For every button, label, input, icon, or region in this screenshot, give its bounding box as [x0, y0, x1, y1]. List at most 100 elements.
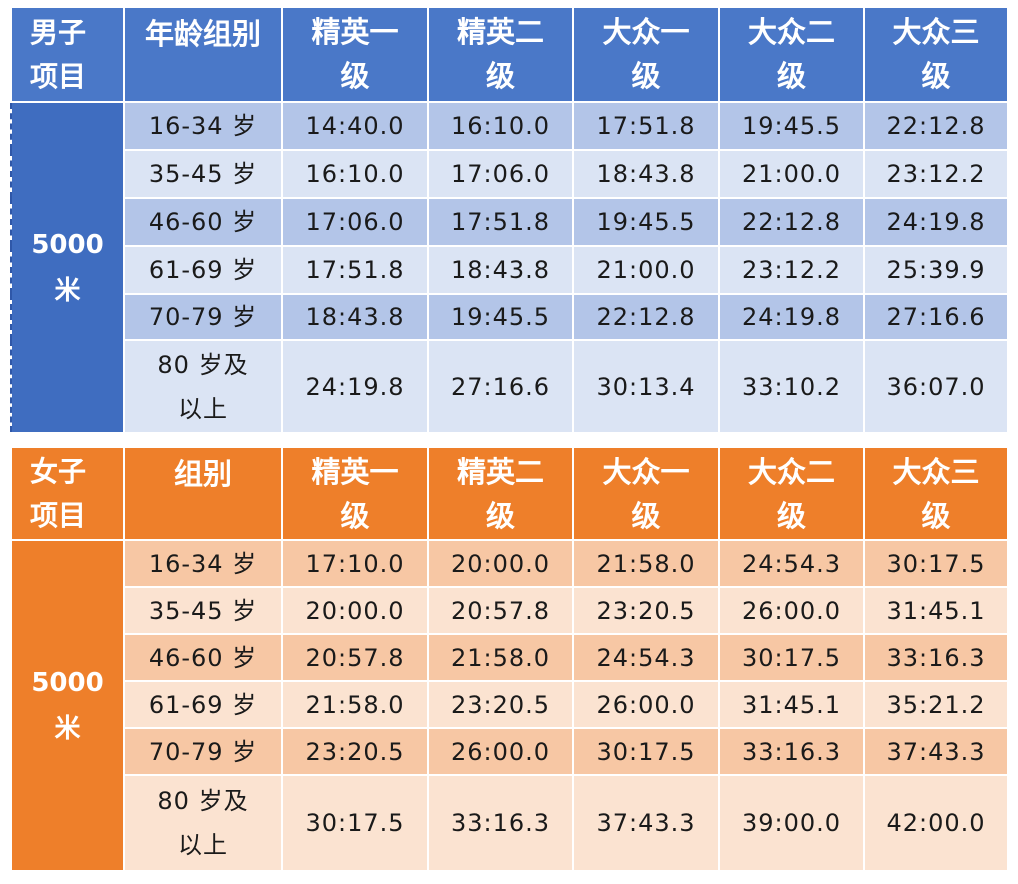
time-cell: 21:58.0	[572, 539, 720, 588]
time-cell: 20:57.8	[427, 586, 574, 635]
time-cell: 31:45.1	[718, 680, 865, 729]
level-header-public-1: 大众一 级	[572, 446, 720, 541]
time-cell: 22:12.8	[572, 293, 720, 341]
level-header-public-1: 大众一 级	[572, 6, 720, 103]
event-name-cell: 5000 米	[10, 101, 125, 434]
time-cell: 21:00.0	[572, 245, 720, 295]
time-cell: 18:43.8	[427, 245, 574, 295]
time-cell: 30:13.4	[572, 339, 720, 434]
table-row: 46-60 岁 20:57.8 21:58.0 24:54.3 30:17.5 …	[11, 633, 1009, 682]
event-column-header: 女子 项目	[10, 446, 125, 541]
time-cell: 42:00.0	[863, 774, 1009, 872]
time-cell: 19:45.5	[427, 293, 574, 341]
time-cell: 24:54.3	[572, 633, 720, 682]
time-cell: 16:10.0	[281, 149, 429, 199]
time-cell: 27:16.6	[863, 293, 1009, 341]
time-cell: 20:57.8	[281, 633, 429, 682]
time-cell: 30:17.5	[281, 774, 429, 872]
time-cell: 33:16.3	[863, 633, 1009, 682]
time-cell: 24:54.3	[718, 539, 865, 588]
header-row: 女子 项目 组别 精英一 级 精英二 级 大众一 级 大众二 级 大众三 级	[10, 446, 1009, 541]
time-cell: 30:17.5	[863, 539, 1009, 588]
age-group-column-header: 年龄组别	[123, 6, 283, 103]
time-cell: 17:51.8	[572, 101, 720, 151]
level-header-public-2: 大众二 级	[718, 446, 865, 541]
table-row: 70-79 岁 23:20.5 26:00.0 30:17.5 33:16.3 …	[11, 727, 1009, 776]
time-cell: 30:17.5	[572, 727, 720, 776]
level-header-public-3: 大众三 级	[863, 6, 1009, 103]
time-cell: 25:39.9	[863, 245, 1009, 295]
level-header-elite-1: 精英一 级	[281, 6, 429, 103]
time-cell: 21:58.0	[281, 680, 429, 729]
time-cell: 20:00.0	[281, 586, 429, 635]
time-cell: 37:43.3	[863, 727, 1009, 776]
level-header-elite-2: 精英二 级	[427, 446, 574, 541]
table-row: 61-69 岁 17:51.8 18:43.8 21:00.0 23:12.2 …	[11, 245, 1009, 295]
time-cell: 17:51.8	[427, 197, 574, 247]
time-cell: 20:00.0	[427, 539, 574, 588]
time-cell: 21:58.0	[427, 633, 574, 682]
table-row: 5000 米 16-34 岁 14:40.0 16:10.0 17:51.8 1…	[10, 101, 1009, 434]
table-row: 80 岁及 以上 24:19.8 27:16.6 30:13.4 33:10.2…	[11, 339, 1009, 434]
age-group-cell: 46-60 岁	[123, 197, 283, 247]
men-5000m-standards-table: 男子 项目 年龄组别 精英一 级 精英二 级 大众一 级 大众二 级 大众三 级…	[10, 6, 1009, 434]
time-cell: 31:45.1	[863, 586, 1009, 635]
time-cell: 30:17.5	[718, 633, 865, 682]
table-row: 35-45 岁 20:00.0 20:57.8 23:20.5 26:00.0 …	[11, 586, 1009, 635]
table-row: 70-79 岁 18:43.8 19:45.5 22:12.8 24:19.8 …	[11, 293, 1009, 341]
time-cell: 26:00.0	[718, 586, 865, 635]
time-cell: 18:43.8	[281, 293, 429, 341]
table-row: 46-60 岁 17:06.0 17:51.8 19:45.5 22:12.8 …	[11, 197, 1009, 247]
time-cell: 18:43.8	[572, 149, 720, 199]
level-header-elite-2: 精英二 级	[427, 6, 574, 103]
age-group-cell: 16-34 岁	[123, 101, 283, 151]
level-header-public-2: 大众二 级	[718, 6, 865, 103]
time-cell: 36:07.0	[863, 339, 1009, 434]
time-cell: 24:19.8	[863, 197, 1009, 247]
age-group-cell: 61-69 岁	[123, 245, 283, 295]
time-cell: 19:45.5	[572, 197, 720, 247]
table-row: 35-45 岁 16:10.0 17:06.0 18:43.8 21:00.0 …	[11, 149, 1009, 199]
time-cell: 21:00.0	[718, 149, 865, 199]
event-column-header: 男子 项目	[10, 6, 125, 103]
age-group-cell: 70-79 岁	[123, 293, 283, 341]
time-cell: 23:12.2	[863, 149, 1009, 199]
time-cell: 17:06.0	[427, 149, 574, 199]
time-cell: 37:43.3	[572, 774, 720, 872]
time-cell: 27:16.6	[427, 339, 574, 434]
time-cell: 23:20.5	[572, 586, 720, 635]
age-group-cell: 35-45 岁	[123, 586, 283, 635]
time-cell: 17:06.0	[281, 197, 429, 247]
time-cell: 24:19.8	[718, 293, 865, 341]
time-cell: 26:00.0	[572, 680, 720, 729]
level-header-public-3: 大众三 级	[863, 446, 1009, 541]
event-name-cell: 5000 米	[10, 539, 125, 872]
time-cell: 22:12.8	[863, 101, 1009, 151]
level-header-elite-1: 精英一 级	[281, 446, 429, 541]
age-group-cell: 80 岁及 以上	[123, 339, 283, 434]
age-group-cell: 46-60 岁	[123, 633, 283, 682]
header-row: 男子 项目 年龄组别 精英一 级 精英二 级 大众一 级 大众二 级 大众三 级	[10, 6, 1009, 103]
table-row: 61-69 岁 21:58.0 23:20.5 26:00.0 31:45.1 …	[11, 680, 1009, 729]
age-group-cell: 70-79 岁	[123, 727, 283, 776]
time-cell: 22:12.8	[718, 197, 865, 247]
time-cell: 33:16.3	[427, 774, 574, 872]
age-group-cell: 16-34 岁	[123, 539, 283, 588]
time-cell: 33:10.2	[718, 339, 865, 434]
table-row: 80 岁及 以上 30:17.5 33:16.3 37:43.3 39:00.0…	[11, 774, 1009, 872]
age-group-cell: 35-45 岁	[123, 149, 283, 199]
group-column-header: 组别	[123, 446, 283, 541]
time-cell: 35:21.2	[863, 680, 1009, 729]
time-cell: 16:10.0	[427, 101, 574, 151]
time-cell: 39:00.0	[718, 774, 865, 872]
age-group-cell: 61-69 岁	[123, 680, 283, 729]
time-cell: 23:20.5	[427, 680, 574, 729]
time-cell: 33:16.3	[718, 727, 865, 776]
table-row: 5000 米 16-34 岁 17:10.0 20:00.0 21:58.0 2…	[10, 539, 1009, 872]
time-cell: 26:00.0	[427, 727, 574, 776]
time-cell: 23:20.5	[281, 727, 429, 776]
time-cell: 14:40.0	[281, 101, 429, 151]
time-cell: 23:12.2	[718, 245, 865, 295]
time-cell: 17:10.0	[281, 539, 429, 588]
age-group-cell: 80 岁及 以上	[123, 774, 283, 872]
